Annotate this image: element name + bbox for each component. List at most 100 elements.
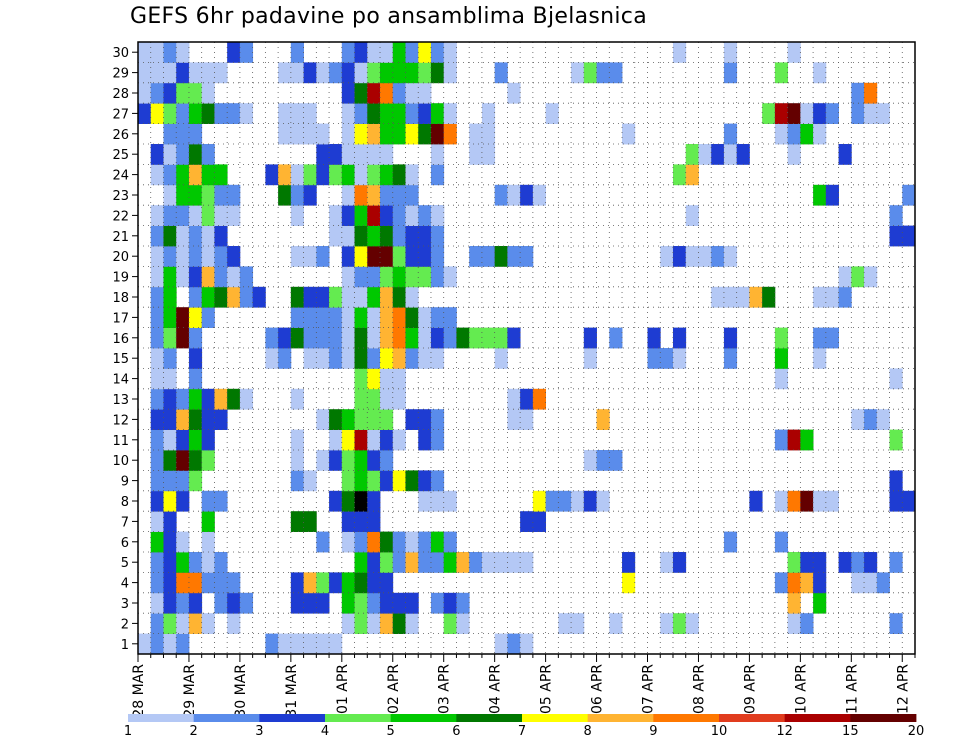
heatmap-cell-member-29-step-6 (214, 62, 228, 84)
y-tick-label-12: 12 (112, 413, 129, 428)
x-tick-label-11: 08 APR (691, 664, 707, 714)
heatmap-cell-member-8-step-48 (749, 490, 763, 512)
heatmap-cell-member-16-step-1 (150, 327, 164, 349)
heatmap-cell-member-8-step-31 (532, 490, 547, 512)
heatmap-cell-member-16-step-10 (265, 327, 279, 349)
heatmap-cell-member-15-step-21 (405, 348, 419, 369)
heatmap-cell-member-8-step-18 (367, 490, 381, 512)
heatmap-cell-member-8-step-6 (214, 490, 228, 512)
heatmap-cell-member-16-step-21 (405, 327, 419, 349)
heatmap-cell-member-15-step-11 (278, 348, 292, 369)
heatmap-cell-member-4-step-52 (800, 572, 814, 594)
heatmap-cell-member-2-step-21 (405, 613, 419, 634)
heatmap-cell-member-29-step-34 (571, 62, 585, 84)
x-tick-label-10: 07 APR (641, 664, 657, 714)
heatmap-cell-member-18-step-1 (150, 286, 164, 308)
heatmap-cell-member-30-step-16 (341, 42, 355, 63)
heatmap-cell-member-11-step-17 (354, 429, 368, 451)
heatmap-cell-member-25-step-5 (201, 144, 215, 165)
y-tick-label-25: 25 (112, 148, 129, 163)
heatmap-cell-member-16-step-25 (456, 327, 470, 349)
heatmap-cell-member-24-step-21 (405, 164, 419, 186)
heatmap-cell-member-4-step-13 (303, 572, 317, 594)
colorbar-swatch-10 (784, 714, 851, 722)
heatmap-cell-member-11-step-59 (889, 429, 903, 451)
heatmap-cell-member-10-step-35 (583, 450, 597, 471)
heatmap-cell-member-19-step-6 (214, 266, 228, 288)
heatmap-cell-member-4-step-15 (329, 572, 343, 594)
heatmap-cell-member-17-step-18 (367, 307, 381, 328)
heatmap-cell-member-2-step-24 (443, 613, 457, 634)
heatmap-cell-member-16-step-2 (163, 327, 177, 349)
heatmap-cell-member-29-step-15 (329, 62, 343, 84)
heatmap-cell-member-3-step-6 (214, 592, 228, 614)
heatmap-cell-member-30-step-8 (239, 42, 254, 63)
heatmap-cell-member-16-step-11 (278, 327, 292, 349)
heatmap-cell-member-28-step-20 (392, 82, 406, 104)
heatmap-cell-member-25-step-51 (787, 144, 801, 165)
colorbar-swatch-6 (522, 714, 589, 722)
heatmap-cell-member-5-step-56 (851, 552, 865, 573)
heatmap-cell-member-4-step-51 (787, 572, 801, 594)
heatmap-cell-member-20-step-46 (723, 246, 738, 267)
heatmap-cell-member-8-step-22 (418, 490, 457, 512)
heatmap-cell-member-20-step-12 (290, 246, 304, 267)
heatmap-cell-member-10-step-4 (188, 450, 203, 471)
heatmap-cell-member-26-step-16 (341, 123, 355, 145)
heatmap-cell-member-15-step-17 (354, 348, 368, 369)
grid-lines (138, 42, 915, 654)
heatmap-cell-member-7-step-5 (201, 511, 215, 532)
heatmap-cell-member-18-step-48 (749, 286, 763, 308)
y-tick-label-11: 11 (112, 434, 129, 449)
heatmap-cell-member-21-step-22 (418, 225, 432, 247)
heatmap-cell-member-15-step-1 (150, 348, 164, 369)
heatmap-cell-member-3-step-4 (188, 592, 203, 614)
heatmap-cell-member-20-step-28 (494, 246, 508, 267)
heatmap-cell-member-27-step-24 (443, 103, 457, 124)
heatmap-cell-member-25-step-43 (685, 144, 699, 165)
heatmap-cell-member-16-step-18 (367, 327, 381, 349)
heatmap-cell-member-8-step-5 (201, 490, 215, 512)
heatmap-cell-member-23-step-17 (354, 184, 368, 206)
heatmap-cell-member-13-step-7 (227, 388, 241, 410)
heatmap-cell-member-5-step-5 (201, 552, 215, 573)
heatmap-cell-member-2-step-25 (456, 613, 470, 634)
heatmap-cell-member-18-step-9 (252, 286, 266, 308)
heatmap-cell-member-23-step-19 (380, 184, 419, 206)
heatmap-cell-member-16-step-19 (380, 327, 394, 349)
heatmap-cell-member-16-step-29 (507, 327, 521, 349)
heatmap-cell-member-20-step-7 (227, 246, 241, 267)
heatmap-cell-member-24-step-2 (163, 164, 177, 186)
heatmap-cell-member-18-step-8 (239, 286, 254, 308)
heatmap-cell-member-5-step-57 (864, 552, 878, 573)
colorbar-label-8: 8 (584, 724, 592, 739)
heatmap-cell-member-11-step-22 (418, 429, 432, 451)
heatmap-cell-member-5-step-4 (188, 552, 203, 573)
heatmap-cell-member-27-step-58 (876, 103, 890, 124)
heatmap-cell-member-29-step-4 (188, 62, 203, 84)
heatmap-cell-member-5-step-21 (405, 552, 419, 573)
heatmap-cell-member-29-step-13 (303, 62, 317, 84)
heatmap-cell-member-28-step-16 (341, 82, 355, 104)
heatmap-cell-member-21-step-2 (163, 225, 177, 247)
heatmap-cell-member-26-step-51 (787, 123, 801, 145)
heatmap-cell-member-27-step-27 (481, 103, 496, 124)
heatmap-cell-member-5-step-41 (660, 552, 674, 573)
heatmap-cell-member-26-step-38 (622, 123, 636, 145)
heatmap-cell-member-10-step-12 (290, 450, 304, 471)
heatmap-cell-member-8-step-59 (889, 490, 916, 512)
heatmap-cell-member-29-step-50 (774, 62, 789, 84)
heatmap-cell-member-24-step-23 (430, 164, 445, 186)
x-tick-label-12: 09 APR (742, 664, 758, 714)
heatmap-cell-member-26-step-14 (316, 123, 330, 145)
heatmap-cell-member-20-step-21 (405, 246, 432, 267)
heatmap-cell-member-19-step-8 (239, 266, 254, 288)
heatmap-cell-member-2-step-59 (889, 613, 903, 634)
heatmap-cell-member-5-step-22 (418, 552, 432, 573)
x-tick-label-15: 12 APR (895, 664, 911, 714)
y-tick-label-22: 22 (112, 209, 129, 224)
heatmap-cell-member-27-step-11 (278, 103, 292, 124)
heatmap-cell-member-19-step-2 (163, 266, 177, 288)
heatmap-cell-member-11-step-18 (367, 429, 381, 451)
